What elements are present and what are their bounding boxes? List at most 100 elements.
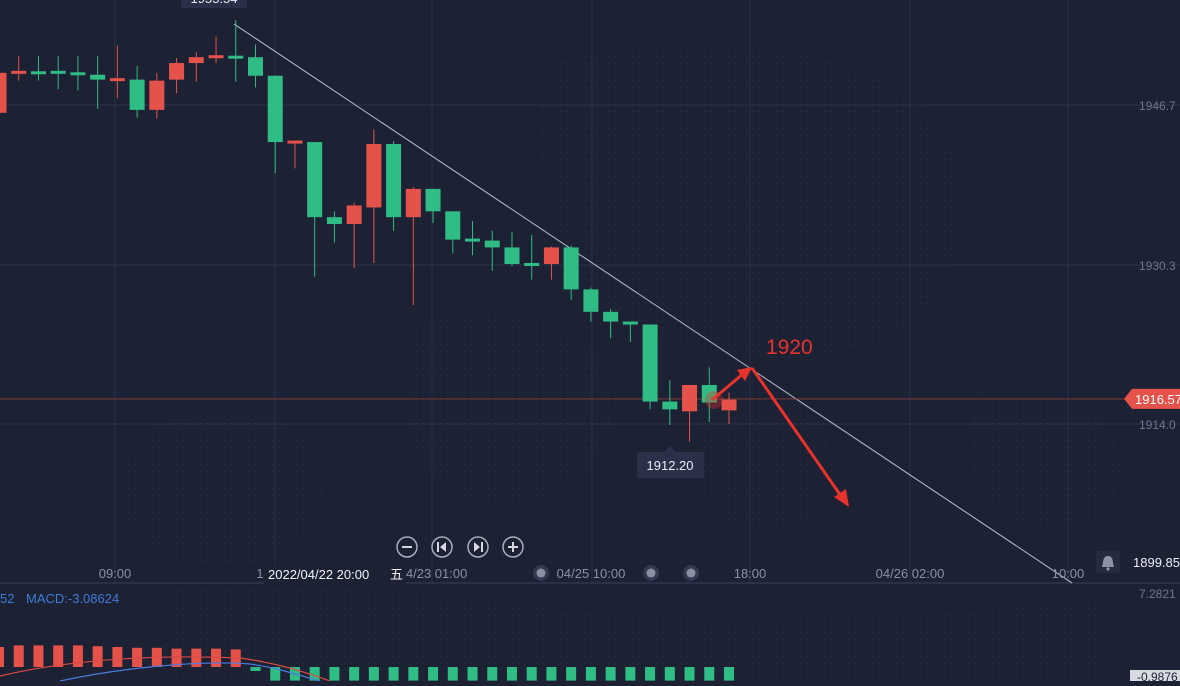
candle <box>188 52 204 82</box>
low-label-pointer <box>664 446 676 452</box>
x-tick-label: 09:00 <box>99 566 132 581</box>
skip-back-icon[interactable] <box>431 536 453 558</box>
skip-forward-icon[interactable] <box>467 536 489 558</box>
arrowhead-down <box>834 489 849 507</box>
trend-line <box>233 23 1073 584</box>
macd-bar <box>684 667 695 681</box>
candle-body <box>228 55 244 59</box>
timeline-marker-dot <box>646 568 656 578</box>
candle <box>90 56 106 109</box>
macd-bar <box>447 667 458 681</box>
candle-body <box>642 324 658 402</box>
plus-icon[interactable] <box>502 536 524 558</box>
candle-body <box>70 72 86 76</box>
x-tick-label: 04/25 10:00 <box>557 566 626 581</box>
candle <box>484 230 500 271</box>
candle-body <box>267 75 283 143</box>
macd-bar <box>13 645 24 667</box>
macd-bar <box>585 667 596 681</box>
candle-body <box>524 263 540 266</box>
macd-bar <box>704 667 715 681</box>
crosshair-time-box <box>264 564 406 586</box>
macd-bar <box>487 667 498 681</box>
x-axis: 09:00 1 04/23 01:00 04/25 10:00 18:00 04/26 0… <box>99 564 1085 586</box>
macd-bar <box>368 667 379 681</box>
candle <box>543 246 559 280</box>
candle-body <box>30 71 46 75</box>
x-tick-label: 10:00 <box>1052 566 1085 581</box>
candle <box>70 56 86 91</box>
candle-body <box>484 240 500 248</box>
candle-body <box>109 78 125 82</box>
x-tick-label: 04/23 01:00 <box>399 566 468 581</box>
timeline-marker[interactable] <box>643 565 659 581</box>
macd-dif-line <box>59 662 321 682</box>
macd-bar <box>546 667 557 681</box>
forecast-down-arrow <box>750 367 843 497</box>
candle <box>169 58 185 94</box>
candle-body <box>90 74 106 80</box>
macd-signal-line <box>0 656 331 682</box>
candle <box>425 188 441 224</box>
chart-controls[interactable] <box>396 536 699 581</box>
candle-body <box>129 79 145 110</box>
resistance-trendline <box>233 23 1073 584</box>
candle <box>149 72 165 119</box>
price-axis-label: 1930.3 <box>1139 259 1176 273</box>
candle <box>267 75 283 174</box>
candle <box>208 36 224 64</box>
plus-icon-ring <box>502 536 524 558</box>
candle-body <box>50 70 66 74</box>
timeline-marker-dot <box>536 568 546 578</box>
macd-bar <box>132 647 143 667</box>
candle-body <box>169 63 185 80</box>
macd-bar <box>171 648 182 667</box>
candle-body <box>543 247 559 265</box>
minus-icon[interactable] <box>396 536 418 558</box>
candle-body <box>465 238 481 242</box>
candle-body <box>603 311 619 322</box>
macd-bar <box>408 667 419 681</box>
x-tick-label: 18:00 <box>734 566 767 581</box>
macd-bar <box>467 667 478 681</box>
skip-forward-icon-ring <box>467 536 489 558</box>
candle <box>50 56 66 90</box>
bell-icon[interactable] <box>1096 551 1120 573</box>
macd-bar <box>191 648 202 667</box>
macd-bar <box>526 667 537 681</box>
candle <box>129 65 145 118</box>
candle <box>622 321 638 343</box>
timeline-marker-dot <box>686 568 696 578</box>
timeline-marker[interactable] <box>683 565 699 581</box>
candle-body <box>11 70 27 74</box>
candle <box>662 380 678 425</box>
macd-axis-bottom: -0.9876 <box>1137 670 1178 681</box>
candle <box>346 202 362 268</box>
macd-bar <box>112 647 123 667</box>
macd-value-label: MACD:-3.08624 <box>26 591 119 606</box>
candle <box>307 142 323 277</box>
macd-bar <box>329 667 340 681</box>
candle-body <box>326 217 342 225</box>
forecast-up-arrow <box>711 371 745 402</box>
candle-body <box>188 57 204 64</box>
candle-body <box>366 144 382 208</box>
candle <box>642 324 658 410</box>
timeline-marker[interactable] <box>533 565 549 581</box>
candle <box>465 221 481 256</box>
candle-body <box>247 57 263 76</box>
candle <box>366 129 382 264</box>
candle-body <box>622 321 638 325</box>
candle-body <box>346 205 362 225</box>
candle-body <box>0 72 7 113</box>
crosshair-weekday: 五 <box>390 567 403 582</box>
macd-bar <box>566 667 577 681</box>
candle <box>603 308 619 339</box>
candle <box>721 392 737 424</box>
candle <box>287 140 303 169</box>
macd-bar <box>92 646 103 667</box>
candle <box>386 141 402 231</box>
candle-body <box>307 142 323 218</box>
